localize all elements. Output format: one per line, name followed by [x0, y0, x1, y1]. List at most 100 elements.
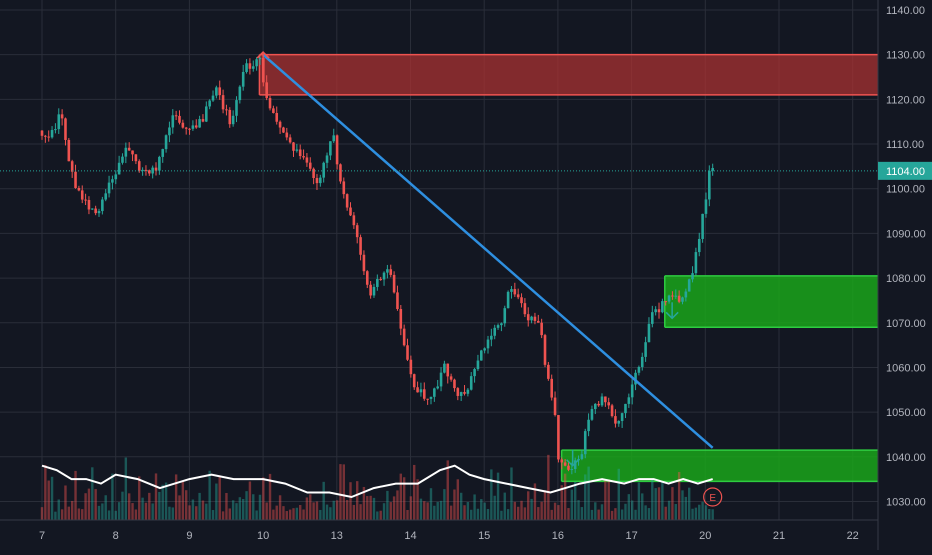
last-price-badge — [878, 161, 932, 180]
candle-body — [439, 372, 443, 387]
volume-bar — [67, 506, 71, 520]
candle-body — [627, 397, 631, 404]
volume-bar — [396, 490, 399, 520]
candle-body — [640, 356, 644, 368]
candle-body — [248, 63, 252, 69]
candle-body — [687, 279, 691, 292]
volume-bar — [288, 509, 292, 520]
candle-body — [476, 360, 480, 370]
candle-body — [359, 237, 362, 255]
candle-body — [352, 215, 356, 226]
volume-bar — [245, 491, 248, 520]
volume-bar — [630, 500, 634, 520]
candle-body — [258, 58, 262, 60]
candle-body — [667, 295, 671, 302]
candle-body — [332, 135, 336, 142]
volume-bar — [543, 490, 547, 520]
candle-body — [620, 413, 624, 422]
volume-bar — [174, 474, 178, 520]
candle-body — [526, 314, 530, 321]
volume-bar — [570, 489, 574, 520]
volume-bar — [389, 502, 392, 520]
candle-body — [711, 168, 714, 171]
volume-bar — [201, 500, 205, 520]
trendline[interactable] — [262, 53, 714, 449]
volume-bar — [698, 504, 701, 520]
x-tick-label: 21 — [773, 530, 785, 542]
candle-body — [282, 127, 285, 133]
volume-bar — [362, 486, 366, 520]
candle-body — [57, 114, 61, 130]
x-tick-label: 10 — [257, 530, 269, 542]
arrow-down-marker — [665, 311, 679, 320]
volume-bar — [131, 503, 134, 520]
volume-bar — [158, 491, 161, 520]
candle-body — [67, 139, 71, 162]
volume-bar — [510, 467, 513, 520]
candle-body — [443, 363, 446, 373]
candle-body — [194, 125, 198, 128]
candle-body — [567, 465, 570, 470]
candle-body — [449, 376, 453, 380]
candle-body — [137, 161, 141, 171]
candle-body — [409, 359, 413, 375]
candle-body — [158, 156, 161, 171]
candle-body — [231, 115, 235, 125]
candle-body — [681, 297, 684, 302]
volume-bar — [456, 479, 460, 520]
volume-bar — [674, 504, 677, 520]
candle-body — [171, 115, 175, 128]
volume-bar — [584, 474, 587, 520]
volume-bar — [81, 509, 84, 520]
candle-body — [262, 58, 265, 83]
volume-bar — [557, 505, 560, 520]
candle-body — [412, 374, 416, 388]
volume-bar — [657, 487, 661, 520]
candle-body — [70, 161, 74, 172]
volume-bar — [107, 510, 111, 520]
volume-bar — [567, 508, 570, 520]
volume-bar — [647, 508, 651, 520]
volume-bar — [265, 502, 268, 520]
volume-bar — [553, 502, 557, 520]
x-tick-label: 9 — [186, 530, 192, 542]
volume-ma — [41, 464, 713, 499]
candle-body — [184, 127, 188, 129]
candle-body — [500, 323, 503, 326]
candle-body — [379, 278, 382, 280]
volume-bar — [339, 464, 342, 520]
volume-bar — [486, 508, 490, 520]
candle-body — [161, 149, 165, 157]
volume-bar — [627, 494, 631, 520]
candle-body — [345, 194, 349, 208]
candle-body — [97, 211, 101, 214]
volume-bar — [637, 482, 641, 520]
volume-bar — [87, 488, 91, 520]
candle-body — [704, 199, 708, 214]
candle-body — [453, 379, 456, 389]
candle-body — [406, 345, 409, 360]
volume-bar — [624, 503, 627, 520]
candle-body — [245, 63, 248, 72]
volume-bar — [252, 494, 255, 520]
volume-bar — [540, 501, 543, 520]
volume-bar — [345, 499, 349, 520]
volume-bar — [312, 502, 315, 520]
volume-bar — [527, 491, 530, 520]
volume-bar — [285, 511, 288, 520]
volume-bar — [547, 454, 550, 520]
x-tick-label: 22 — [847, 530, 859, 542]
earnings-marker-label: E — [709, 493, 716, 504]
volume-bar — [516, 506, 520, 520]
volume-bar — [248, 481, 252, 520]
volume-bar — [590, 509, 594, 520]
candle-body — [151, 167, 154, 174]
candle-body — [600, 396, 604, 406]
volume-bar — [322, 481, 325, 520]
volume-bar — [255, 510, 258, 520]
candle-body — [141, 169, 144, 171]
volume-bar — [614, 508, 617, 520]
volume-bar — [44, 465, 47, 520]
